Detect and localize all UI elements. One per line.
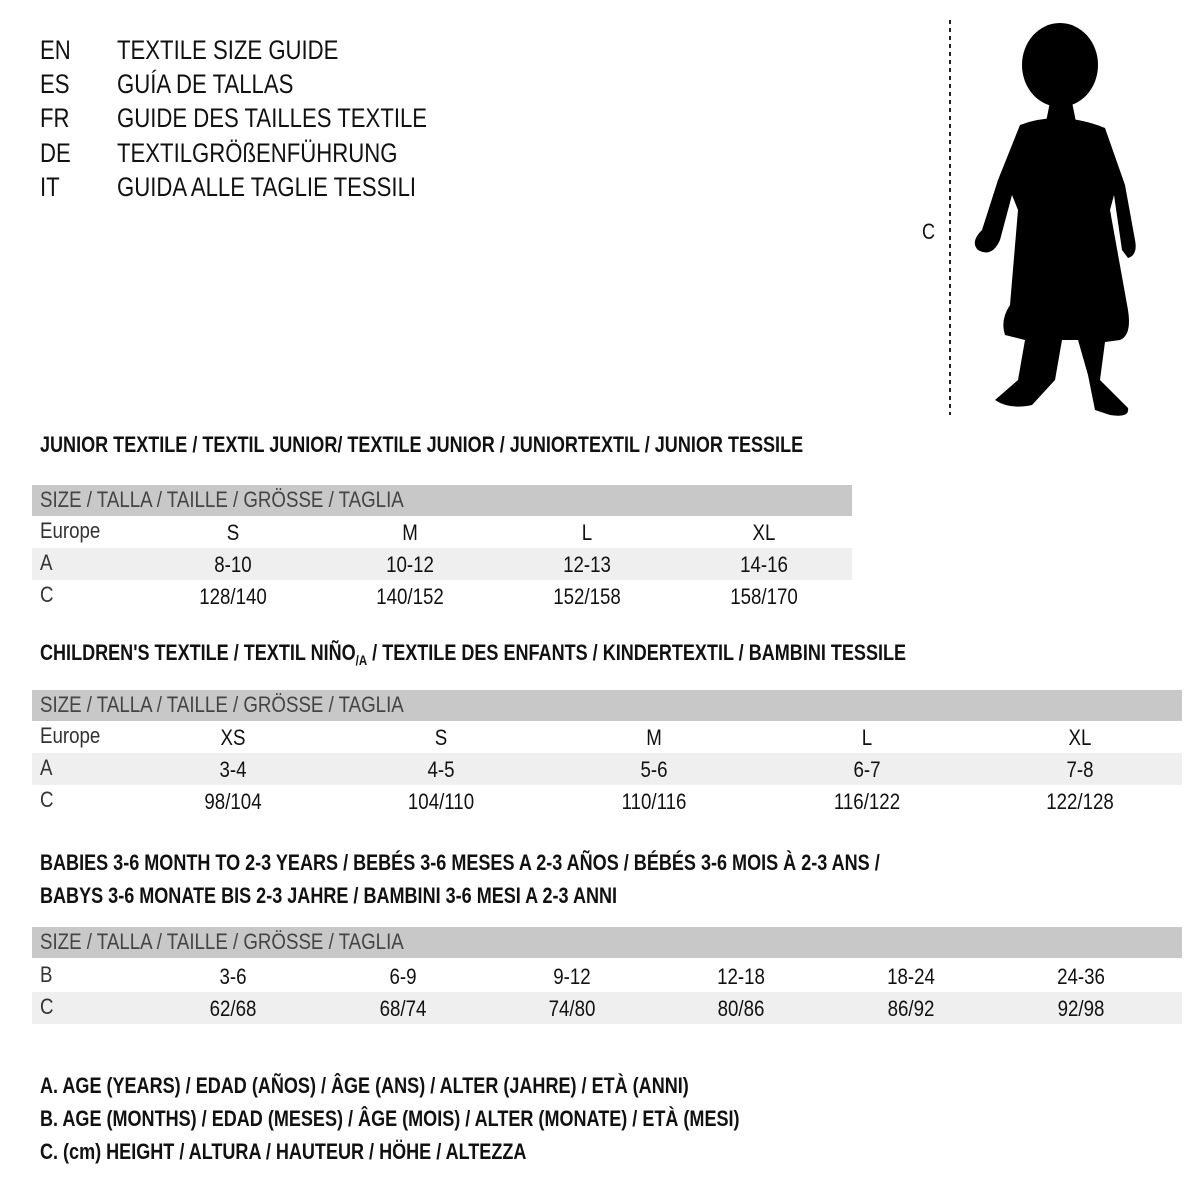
- cell: 24-36: [1057, 964, 1105, 989]
- cell: 18-24: [887, 964, 935, 989]
- legend-c: C. (cm) HEIGHT / ALTURA / HAUTEUR / HÖHE…: [40, 1139, 527, 1164]
- babies-heading-line1: BABIES 3-6 MONTH TO 2-3 YEARS / BEBÉS 3-…: [40, 850, 880, 875]
- cell: L: [581, 520, 593, 545]
- row-label: C: [40, 582, 54, 607]
- table-row: Europe XS S M L XL: [32, 721, 1182, 753]
- cell: 10-12: [386, 552, 434, 577]
- cell: 4-5: [427, 757, 455, 782]
- measure-label: C: [922, 219, 936, 244]
- cell: 3-6: [219, 964, 247, 989]
- children-heading: CHILDREN'S TEXTILE / TEXTIL NIÑO/A / TEX…: [40, 640, 906, 668]
- babies-size-table: SIZE / TALLA / TAILLE / GRÖSSE / TAGLIA …: [32, 927, 1182, 1024]
- row-label: A: [40, 550, 53, 575]
- table-header: SIZE / TALLA / TAILLE / GRÖSSE / TAGLIA: [32, 485, 852, 516]
- row-label: Europe: [40, 518, 101, 543]
- cell: M: [646, 725, 662, 750]
- cell: 104/110: [407, 789, 475, 814]
- babies-heading-line2: BABYS 3-6 MONATE BIS 2-3 JAHRE / BAMBINI…: [40, 883, 618, 908]
- child-silhouette-icon: [949, 20, 1136, 416]
- cell: 116/122: [833, 789, 901, 814]
- lang-code: EN: [40, 35, 71, 65]
- table-row: A 3-4 4-5 5-6 6-7 7-8: [32, 753, 1182, 785]
- cell: 9-12: [553, 964, 591, 989]
- header-label: SIZE / TALLA / TAILLE / GRÖSSE / TAGLIA: [40, 692, 404, 717]
- cell: 12-18: [717, 964, 765, 989]
- lang-code: ES: [40, 69, 70, 99]
- heading-part: CHILDREN'S TEXTILE / TEXTIL NIÑO: [40, 640, 356, 665]
- cell: 158/170: [730, 584, 798, 609]
- cell: 7-8: [1066, 757, 1094, 782]
- cell: M: [402, 520, 418, 545]
- header-label: SIZE / TALLA / TAILLE / GRÖSSE / TAGLIA: [40, 929, 404, 954]
- cell: 122/128: [1046, 789, 1114, 814]
- junior-heading: JUNIOR TEXTILE / TEXTIL JUNIOR/ TEXTILE …: [40, 432, 804, 457]
- title-text: GUÍA DE TALLAS: [117, 69, 294, 99]
- cell: S: [434, 725, 448, 750]
- heading-part: / TEXTILE DES ENFANTS / KINDERTEXTIL / B…: [367, 640, 907, 665]
- legend-a: A. AGE (YEARS) / EDAD (AÑOS) / ÂGE (ANS)…: [40, 1073, 689, 1098]
- lang-code: IT: [40, 172, 60, 202]
- row-label: A: [40, 755, 53, 780]
- heading-subscript: /A: [355, 652, 368, 668]
- title-text: GUIDA ALLE TAGLIE TESSILI: [117, 172, 417, 202]
- cell: 12-13: [563, 552, 611, 577]
- table-row: B 3-6 6-9 9-12 12-18 18-24 24-36: [32, 960, 1182, 992]
- title-text: GUIDE DES TAILLES TEXTILE: [117, 103, 428, 133]
- cell: 5-6: [640, 757, 668, 782]
- row-label: B: [40, 962, 53, 987]
- table-row: Europe S M L XL: [32, 516, 852, 548]
- title-text: TEXTILE SIZE GUIDE: [117, 35, 339, 65]
- cell: 6-7: [853, 757, 881, 782]
- lang-code: FR: [40, 103, 70, 133]
- cell: L: [861, 725, 873, 750]
- table-header: SIZE / TALLA / TAILLE / GRÖSSE / TAGLIA: [32, 927, 1182, 958]
- cell: 140/152: [376, 584, 444, 609]
- cell: 98/104: [204, 789, 262, 814]
- cell: 3-4: [219, 757, 247, 782]
- cell: 80/86: [717, 996, 765, 1021]
- row-label: C: [40, 994, 54, 1019]
- table-row: C 128/140 140/152 152/158 158/170: [32, 580, 852, 612]
- cell: 8-10: [214, 552, 252, 577]
- title-text: TEXTILGRÖßENFÜHRUNG: [117, 138, 398, 168]
- cell: 86/92: [887, 996, 935, 1021]
- cell: 110/116: [621, 789, 687, 814]
- table-row: C 62/68 68/74 74/80 80/86 86/92 92/98: [32, 992, 1182, 1024]
- header-label: SIZE / TALLA / TAILLE / GRÖSSE / TAGLIA: [40, 487, 404, 512]
- cell: 14-16: [740, 552, 788, 577]
- row-label: Europe: [40, 723, 101, 748]
- legend-b: B. AGE (MONTHS) / EDAD (MESES) / ÂGE (MO…: [40, 1106, 740, 1131]
- cell: XL: [1068, 725, 1092, 750]
- cell: S: [226, 520, 240, 545]
- cell: 74/80: [548, 996, 596, 1021]
- cell: XL: [752, 520, 776, 545]
- lang-code: DE: [40, 138, 71, 168]
- junior-size-table: SIZE / TALLA / TAILLE / GRÖSSE / TAGLIA …: [32, 485, 852, 612]
- cell: 152/158: [553, 584, 621, 609]
- table-row: A 8-10 10-12 12-13 14-16: [32, 548, 852, 580]
- cell: 6-9: [389, 964, 417, 989]
- children-size-table: SIZE / TALLA / TAILLE / GRÖSSE / TAGLIA …: [32, 690, 1182, 817]
- cell: 128/140: [199, 584, 267, 609]
- table-header: SIZE / TALLA / TAILLE / GRÖSSE / TAGLIA: [32, 690, 1182, 721]
- row-label: C: [40, 787, 54, 812]
- table-row: C 98/104 104/110 110/116 116/122 122/128: [32, 785, 1182, 817]
- cell: XS: [220, 725, 246, 750]
- cell: 68/74: [379, 996, 427, 1021]
- cell: 92/98: [1057, 996, 1105, 1021]
- cell: 62/68: [209, 996, 257, 1021]
